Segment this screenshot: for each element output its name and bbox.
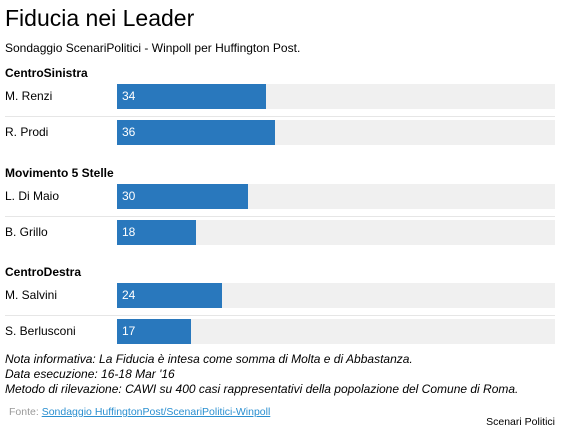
category-label: M. Renzi: [5, 89, 53, 103]
data-label: 36: [122, 125, 136, 139]
data-label: 17: [122, 324, 136, 338]
row-divider: [5, 315, 555, 316]
row-divider: [5, 216, 555, 217]
group-label: CentroDestra: [5, 265, 82, 279]
category-label: B. Grillo: [5, 225, 48, 239]
category-label: M. Salvini: [5, 288, 58, 302]
source-line: Fonte: Sondaggio HuffingtonPost/ScenariP…: [9, 406, 270, 418]
note-line: Nota informativa: La Fiducia è intesa co…: [5, 352, 413, 366]
data-label: 34: [122, 89, 136, 103]
data-label: 24: [122, 288, 136, 302]
category-label: L. Di Maio: [5, 189, 60, 203]
bar: [117, 120, 275, 145]
bar: [117, 283, 222, 308]
group-label: Movimento 5 Stelle: [5, 166, 114, 180]
source-link[interactable]: Sondaggio HuffingtonPost/ScenariPolitici…: [41, 406, 271, 418]
row-divider: [5, 116, 555, 117]
credit: Scenari Politici: [486, 416, 555, 428]
category-label: S. Berlusconi: [5, 324, 76, 338]
bar: [117, 319, 191, 344]
data-label: 30: [122, 189, 136, 203]
bar: [117, 84, 266, 109]
notes: Nota informativa: La Fiducia è intesa co…: [5, 352, 518, 397]
chart-subtitle: Sondaggio ScenariPolitici - Winpoll per …: [5, 41, 301, 55]
data-label: 18: [122, 225, 136, 239]
category-label: R. Prodi: [5, 125, 49, 139]
note-line: Data esecuzione: 16-18 Mar '16: [5, 367, 175, 381]
note-line: Metodo di rilevazione: CAWI su 400 casi …: [5, 382, 519, 396]
bar: [117, 184, 248, 209]
chart-title: Fiducia nei Leader: [5, 5, 195, 31]
source-prefix: Fonte:: [9, 406, 42, 418]
bar: [117, 220, 196, 245]
group-label: CentroSinistra: [5, 66, 88, 80]
